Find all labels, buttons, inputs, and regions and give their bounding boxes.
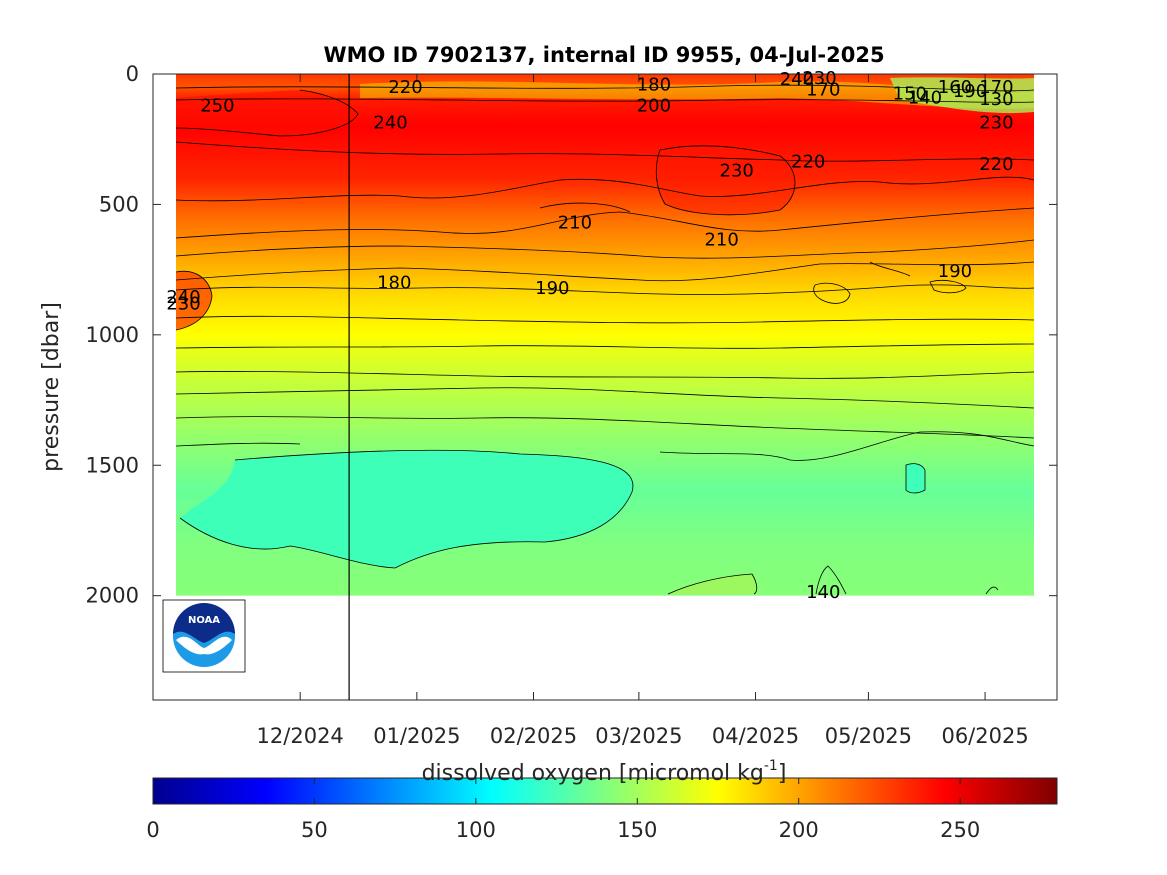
- y-tick-label: 500: [99, 192, 139, 216]
- colorbar-tick-label: 100: [456, 818, 496, 842]
- contour-label: 220: [979, 154, 1013, 175]
- contour-label: 240: [373, 112, 407, 133]
- upper-high-oxygen-patch: [176, 90, 358, 136]
- colorbar-tick-label: 250: [940, 818, 980, 842]
- svg-text:NOAA: NOAA: [188, 615, 220, 626]
- deep-low-oxygen-pool: [180, 450, 634, 568]
- contour-label: 250: [200, 95, 234, 116]
- contour-label: 160: [938, 77, 972, 98]
- surface-low-oxygen-patch: [890, 77, 1034, 114]
- contour-label: 220: [791, 151, 825, 172]
- contour-label: 230: [979, 112, 1013, 133]
- x-tick-label: 01/2025: [373, 724, 460, 748]
- y-tick-label: 1000: [86, 323, 139, 347]
- x-tick-label: 02/2025: [490, 724, 577, 748]
- contour-label: 140: [908, 87, 942, 108]
- contour-label: 230: [720, 161, 754, 182]
- contour-label: 190: [953, 81, 987, 102]
- contour-label: 130: [979, 89, 1013, 110]
- contour-label: 200: [637, 95, 671, 116]
- y-tick-label: 1500: [86, 453, 139, 477]
- mid-high-oxygen-patch: [656, 145, 795, 215]
- colorbar-tick-label: 0: [146, 818, 159, 842]
- contour-label: 140: [806, 582, 840, 603]
- contour-lines: [175, 84, 1035, 595]
- deep-isolated-patch: [906, 463, 925, 493]
- y-tick-label: 2000: [86, 584, 139, 608]
- colorbar-axis: 0 50 100 150 200 250: [146, 778, 980, 842]
- contour-label: 150: [893, 84, 927, 105]
- y-axis-label: pressure [dbar]: [39, 302, 64, 472]
- contour-label: 230: [802, 68, 836, 89]
- chart-title: WMO ID 7902137, internal ID 9955, 04-Jul…: [323, 43, 884, 67]
- x-tick-label: 06/2025: [941, 724, 1028, 748]
- colorbar-tick-label: 200: [779, 818, 819, 842]
- colorbar: [152, 777, 1058, 805]
- contour-label: 170: [979, 77, 1013, 98]
- contour-label: 240: [780, 69, 814, 90]
- contour-label: 210: [558, 213, 592, 234]
- colorbar-tick-label: 50: [301, 818, 328, 842]
- contour-label: 170: [806, 80, 840, 101]
- contour-label: 180: [637, 74, 671, 95]
- y-tick-label: 0: [126, 62, 139, 86]
- contour-label: 190: [535, 278, 569, 299]
- contour-label: 230: [166, 294, 200, 315]
- plot-frame: [152, 73, 1058, 701]
- colorbar-label: dissolved oxygen [micromol kg-1]: [422, 758, 787, 786]
- colorbar-tick-label: 150: [617, 818, 657, 842]
- x-tick-label: 12/2024: [257, 724, 344, 748]
- bottom-high-oxygen-patch: [668, 574, 757, 594]
- contour-label: 210: [704, 230, 738, 251]
- contour-label: 190: [938, 261, 972, 282]
- contour-label: 240: [166, 287, 200, 308]
- contour-label: 220: [388, 77, 422, 98]
- y-axis: 0 500 1000 1500 2000: [86, 62, 1057, 608]
- x-axis: 12/2024 01/2025 02/2025 03/2025 04/2025 05/20…: [257, 74, 1029, 748]
- x-tick-label: 03/2025: [595, 724, 682, 748]
- x-tick-label: 04/2025: [712, 724, 799, 748]
- western-boundary-eddy: [176, 271, 212, 330]
- noaa-logo: NOAA: [162, 599, 246, 673]
- contour-label: 180: [377, 273, 411, 294]
- x-tick-label: 05/2025: [825, 724, 912, 748]
